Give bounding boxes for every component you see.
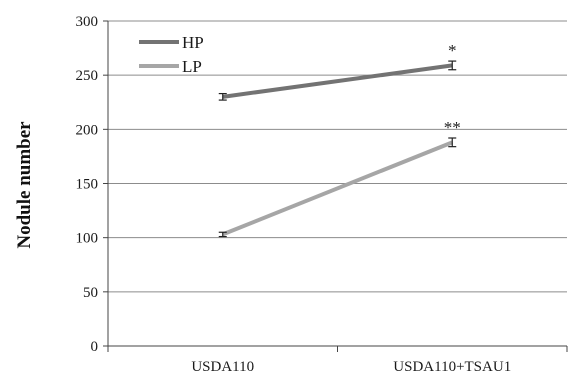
- y-tick-labels: 0 50 100 150 200 250 300: [76, 14, 99, 355]
- y-tick-label-100: 100: [76, 231, 99, 247]
- y-tick-label-50: 50: [83, 285, 98, 301]
- data-series: ***: [218, 41, 461, 238]
- y-axis-label: Nodule number: [14, 121, 35, 249]
- y-tick-label-300: 300: [76, 14, 99, 30]
- y-tick-label-200: 200: [76, 122, 99, 138]
- series-line-HP: [222, 63, 453, 99]
- legend: HP LP: [139, 33, 204, 76]
- significance-HP-1: *: [448, 41, 457, 60]
- x-tick-labels: USDA110 USDA110+TSAU1: [191, 359, 511, 375]
- significance-LP-1: **: [444, 118, 461, 137]
- y-tick-label-0: 0: [91, 339, 99, 355]
- x-tick-label-1: USDA110+TSAU1: [393, 359, 511, 375]
- series-line-LP: [222, 140, 453, 237]
- legend-label-HP: HP: [182, 33, 204, 52]
- y-tick-label-250: 250: [76, 68, 99, 84]
- x-tick-label-0: USDA110: [191, 359, 254, 375]
- legend-label-LP: LP: [182, 57, 202, 76]
- axes: [103, 20, 568, 352]
- gridlines: [108, 20, 567, 293]
- y-tick-label-150: 150: [76, 177, 99, 193]
